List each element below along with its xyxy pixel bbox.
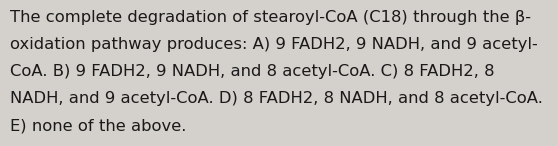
Text: CoA. B) 9 FADH2, 9 NADH, and 8 acetyl-CoA. C) 8 FADH2, 8: CoA. B) 9 FADH2, 9 NADH, and 8 acetyl-Co… [10, 64, 494, 79]
Text: oxidation pathway produces: A) 9 FADH2, 9 NADH, and 9 acetyl-: oxidation pathway produces: A) 9 FADH2, … [10, 37, 538, 52]
Text: The complete degradation of stearoyl-CoA (C18) through the β-: The complete degradation of stearoyl-CoA… [10, 10, 531, 25]
Text: E) none of the above.: E) none of the above. [10, 118, 186, 133]
Text: NADH, and 9 acetyl-CoA. D) 8 FADH2, 8 NADH, and 8 acetyl-CoA.: NADH, and 9 acetyl-CoA. D) 8 FADH2, 8 NA… [10, 91, 543, 106]
